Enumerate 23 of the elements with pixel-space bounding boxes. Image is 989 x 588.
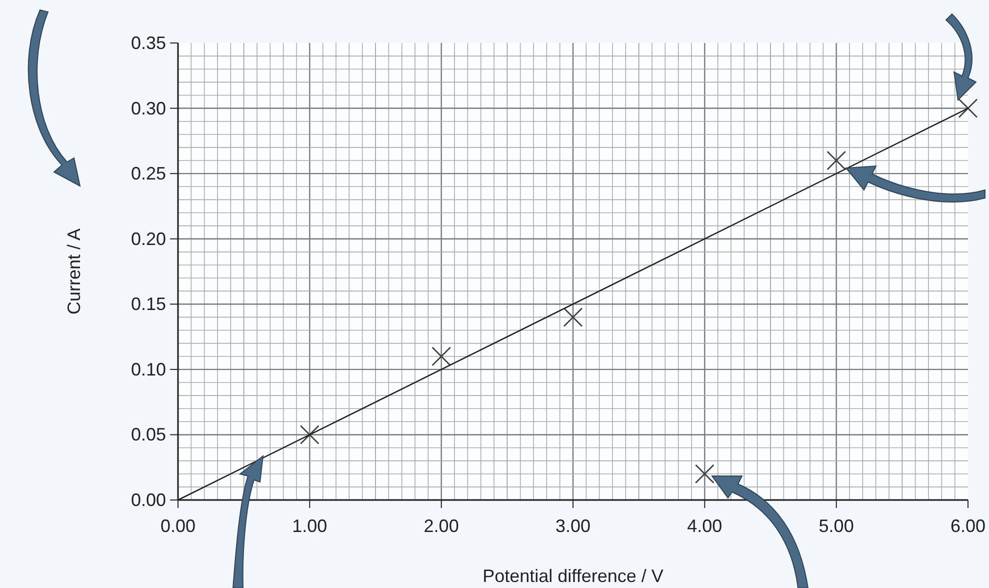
x-axis-title: Potential difference / V: [482, 566, 664, 586]
x-tick-label: 4.00: [687, 516, 722, 536]
y-tick-label: 0.15: [130, 294, 166, 314]
x-tick-label: 2.00: [424, 516, 459, 536]
y-axis-title: Current / A: [64, 228, 84, 315]
x-tick-label: 0.00: [160, 516, 196, 536]
x-tick-label: 3.00: [555, 516, 591, 536]
point: [563, 308, 583, 327]
point: [300, 425, 320, 444]
y-tick-label: 0.00: [130, 490, 166, 510]
y-tick-label: 0.20: [130, 228, 166, 249]
point: [826, 150, 846, 170]
x-tick-label: 1.00: [292, 516, 328, 536]
point: [694, 464, 714, 484]
y-tick-label: 0.05: [130, 424, 166, 445]
y-tick-label: 0.30: [130, 98, 166, 118]
y-tick-label: 0.10: [130, 359, 166, 380]
y-tick-label: 0.25: [130, 164, 166, 184]
x-tick-label: 5.00: [818, 516, 854, 536]
x-tick-label: 6.00: [950, 516, 986, 536]
point: [432, 346, 452, 366]
y-tick-label: 0.35: [130, 33, 166, 53]
point: [958, 98, 978, 118]
